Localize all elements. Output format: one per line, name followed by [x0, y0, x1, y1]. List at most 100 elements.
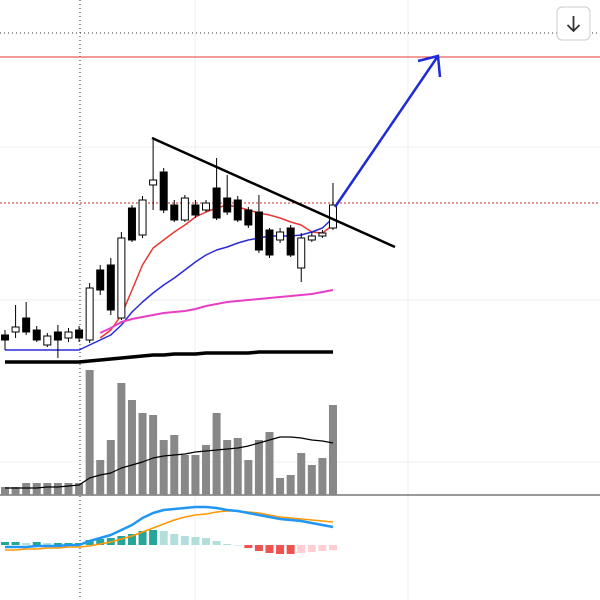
macd-histogram-bar [117, 536, 126, 545]
volume-bar [254, 440, 263, 495]
candle-body [276, 231, 285, 241]
trend-line [151, 136, 396, 249]
candle-body [202, 202, 211, 211]
macd-histogram-bar [297, 545, 306, 553]
candle-body [212, 187, 221, 219]
volume-bar [307, 465, 316, 495]
candle-body [191, 204, 200, 216]
macd-histogram-bar [96, 539, 105, 545]
candle-body [318, 232, 327, 237]
volume-bar [22, 483, 31, 495]
macd-histogram-bar [233, 545, 242, 546]
volume-bar [318, 458, 327, 495]
volume-bar [96, 460, 105, 495]
candle-body [117, 237, 126, 319]
volume-bar [159, 440, 168, 495]
candle-body [149, 179, 158, 186]
macd-histogram-bar [328, 545, 337, 550]
volume-bar [180, 455, 189, 495]
volume-bar [212, 413, 221, 495]
volume-bar [202, 445, 211, 495]
candle-body [22, 317, 31, 333]
macd-histogram-bar [43, 543, 52, 545]
macd-histogram-bar [254, 545, 263, 551]
candle-body [223, 197, 232, 213]
macd-histogram-bar [53, 543, 62, 545]
macd-histogram-bar [159, 531, 168, 545]
candle-body [96, 269, 105, 291]
macd-histogram-bar [191, 537, 200, 545]
macd-histogram-bar [138, 531, 147, 545]
macd-histogram-bar [11, 542, 20, 545]
volume-bar [286, 475, 295, 495]
arrow-shaft [333, 55, 440, 208]
macd-histogram-bar [127, 534, 136, 545]
candle-body [180, 197, 189, 221]
macd-histogram-bar [170, 534, 179, 545]
macd-signal [5, 510, 334, 551]
macd-histogram-bar [1, 542, 9, 545]
macd-line [5, 505, 334, 549]
volume-bar [32, 483, 41, 495]
volume-bar [328, 405, 337, 495]
volume-bar [170, 435, 179, 495]
candle-body [233, 199, 242, 221]
volume-bar [127, 400, 136, 495]
volume-bar [43, 483, 52, 495]
macd-histogram-bar [307, 545, 316, 552]
volume-bar [149, 415, 158, 495]
macd-histogram-bar [149, 530, 158, 545]
candle-body [170, 204, 179, 221]
macd-histogram-bar [22, 543, 31, 545]
moving-average [5, 350, 333, 364]
macd-histogram-bar [286, 545, 295, 554]
volume-bar [233, 438, 242, 495]
candle-body [265, 229, 274, 256]
volume-bar [106, 440, 115, 495]
volume-bar [11, 487, 20, 495]
volume-bar [297, 453, 306, 495]
volume-bar [191, 455, 200, 495]
arrow-head [417, 54, 442, 78]
macd-histogram-bar [202, 538, 211, 545]
candle-body [286, 227, 295, 256]
volume-bar [85, 370, 94, 495]
macd-histogram-bar [318, 545, 327, 551]
macd-histogram-bar [244, 545, 253, 548]
macd-histogram-bar [180, 536, 189, 545]
candle-body [64, 331, 73, 339]
volume-bar [265, 432, 274, 495]
macd-histogram-bar [223, 544, 232, 545]
candle-body [159, 171, 168, 211]
volume-bar [117, 383, 126, 495]
candle-body [32, 329, 41, 341]
candle-body [297, 237, 306, 269]
volume-ma [5, 436, 334, 489]
candle-body [43, 335, 52, 346]
arrow [333, 54, 442, 208]
macd-histogram-bar [32, 542, 41, 545]
volume-bar [53, 483, 62, 495]
volume-bar [223, 440, 232, 495]
macd-histogram-bar [276, 545, 285, 554]
volume-bar [64, 483, 73, 495]
candle-body [1, 334, 9, 341]
volume-bar [75, 483, 84, 495]
candle-body [127, 207, 136, 241]
candle-body [328, 204, 337, 229]
down-arrow-icon [566, 16, 581, 33]
volume-bar [1, 487, 9, 495]
candle-body [11, 326, 20, 333]
candle-body [53, 331, 62, 341]
scroll-button[interactable] [556, 6, 591, 41]
candle-body [244, 209, 253, 226]
volume-bar [244, 460, 253, 495]
candle-body [307, 235, 316, 241]
candle-body [254, 211, 263, 251]
moving-average [99, 289, 334, 334]
candle-body [75, 329, 84, 339]
macd-histogram-bar [265, 545, 274, 553]
plot [0, 32, 600, 554]
candle-body [106, 264, 115, 311]
